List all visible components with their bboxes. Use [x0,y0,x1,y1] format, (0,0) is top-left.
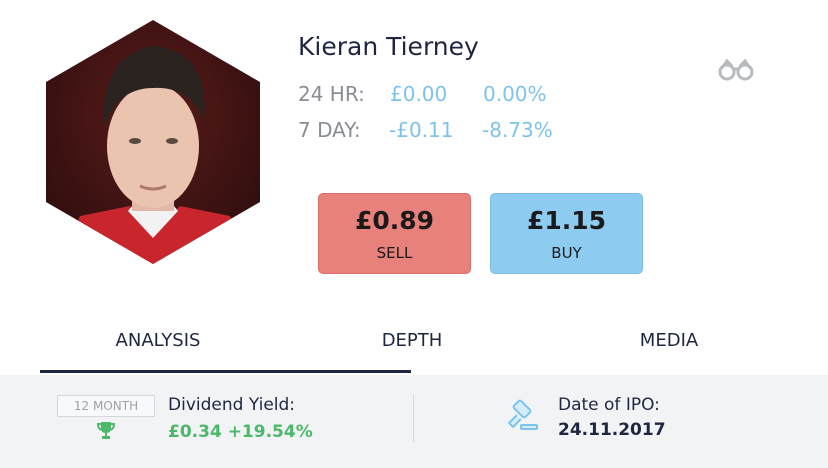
percent-change: 0.00% [483,82,547,106]
tab[interactable]: MEDIA [639,330,699,351]
avatar [46,20,260,264]
price-change: -£0.11 [389,118,454,142]
buy-price: £1.15 [526,206,607,235]
tab-indicator [40,370,411,373]
sell-price: £0.89 [354,206,435,235]
stat-label: 7 DAY: [298,118,361,142]
divider [413,394,414,442]
trophy-icon [96,422,116,439]
tab[interactable]: ANALYSIS [115,330,201,351]
ipo-date: 24.11.2017 [558,420,666,440]
percent-change: -8.73% [482,118,553,142]
ipo-title: Date of IPO: [558,395,660,415]
gavel-icon [507,399,538,430]
dividend-title: Dividend Yield: [168,395,296,415]
dividend-value: £0.34 +19.54% [168,422,313,442]
sell-label: SELL [376,244,413,262]
buy-button[interactable]: £1.15 BUY [490,193,643,274]
buy-label: BUY [551,244,582,262]
stat-label: 24 HR: [298,82,365,106]
price-change: £0.00 [390,82,448,106]
watch-icon[interactable] [718,58,754,82]
tab[interactable]: DEPTH [381,330,443,351]
info-band [0,375,828,468]
period-badge: 12 MONTH [57,395,155,417]
sell-button[interactable]: £0.89 SELL [318,193,471,274]
player-name: Kieran Tierney [298,32,479,61]
